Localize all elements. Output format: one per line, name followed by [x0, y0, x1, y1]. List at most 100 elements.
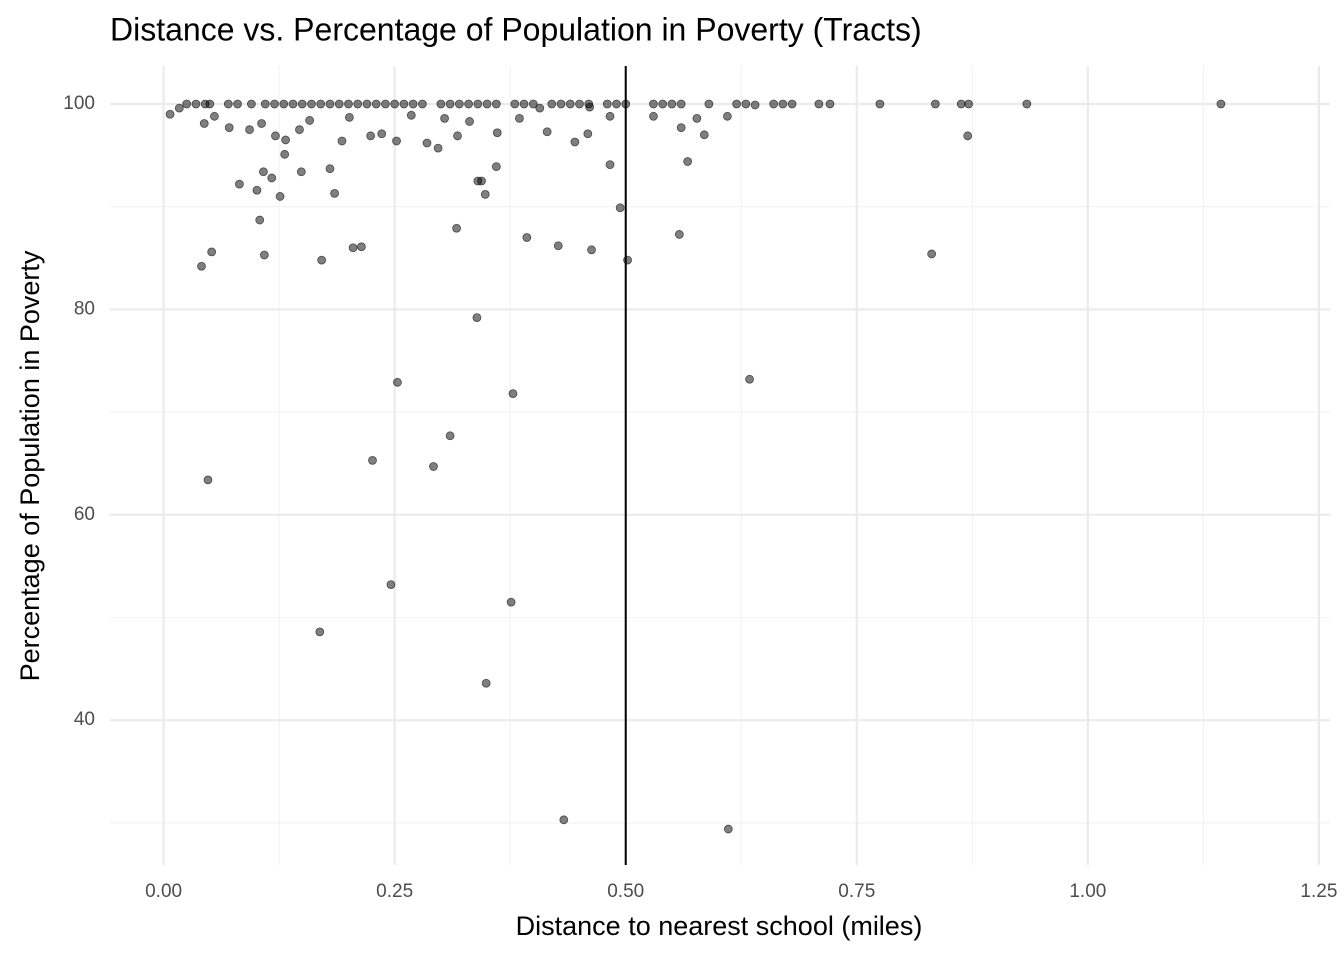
point — [510, 99, 520, 109]
point — [472, 313, 482, 323]
point — [257, 119, 266, 128]
point — [165, 109, 175, 119]
point — [615, 203, 625, 213]
point — [223, 99, 233, 109]
point — [199, 119, 209, 128]
point — [288, 99, 298, 109]
point — [399, 99, 409, 109]
point — [553, 241, 563, 251]
point — [440, 113, 449, 123]
point — [964, 99, 974, 109]
y-tick-label: 60 — [74, 504, 95, 525]
y-tick-label: 100 — [63, 93, 95, 114]
point — [477, 176, 486, 186]
point — [259, 250, 269, 260]
point — [1022, 99, 1032, 109]
x-tick-label: 0.50 — [607, 881, 644, 902]
point — [454, 99, 464, 109]
point — [506, 597, 516, 607]
point — [362, 99, 372, 109]
point — [559, 815, 569, 825]
point — [875, 99, 885, 109]
point — [658, 99, 668, 109]
point — [270, 99, 279, 109]
point — [692, 113, 702, 123]
point — [191, 99, 201, 109]
point — [602, 99, 612, 109]
point — [453, 131, 462, 141]
point — [408, 99, 418, 109]
point — [565, 99, 575, 109]
point — [203, 475, 213, 485]
point — [515, 113, 524, 123]
point — [393, 377, 402, 387]
point — [1216, 99, 1226, 109]
point — [480, 189, 490, 199]
point — [417, 99, 427, 109]
point — [433, 143, 443, 153]
point — [814, 99, 824, 109]
point — [787, 99, 797, 109]
point — [390, 99, 400, 109]
x-tick-label: 0.75 — [838, 881, 875, 902]
point — [371, 99, 381, 109]
point — [368, 455, 377, 465]
point — [205, 99, 215, 109]
point — [295, 125, 304, 135]
point — [255, 215, 265, 225]
point — [182, 99, 192, 109]
point — [281, 135, 291, 145]
point — [930, 99, 940, 109]
x-tick-label: 1.00 — [1069, 881, 1106, 902]
point — [252, 185, 262, 195]
point — [247, 99, 256, 109]
point — [280, 149, 290, 159]
point — [296, 167, 306, 177]
point — [575, 99, 584, 109]
point — [583, 129, 593, 139]
point — [406, 110, 416, 120]
point — [245, 125, 254, 135]
point — [542, 127, 552, 137]
point — [741, 99, 751, 109]
point — [745, 374, 754, 384]
point — [197, 261, 206, 271]
point — [769, 99, 779, 109]
point — [366, 131, 376, 141]
point — [963, 131, 973, 141]
point — [233, 99, 242, 109]
point — [956, 99, 966, 109]
point — [699, 130, 709, 140]
point — [778, 99, 788, 109]
point — [279, 99, 289, 109]
point — [547, 99, 557, 109]
point — [392, 136, 401, 146]
point — [464, 99, 474, 109]
point — [674, 230, 684, 239]
point — [676, 99, 686, 109]
point — [297, 99, 307, 109]
point — [260, 99, 270, 109]
point — [570, 137, 580, 147]
point — [210, 111, 219, 121]
x-tick-label: 0.25 — [376, 881, 413, 902]
point — [667, 99, 677, 109]
grid — [110, 66, 1330, 865]
point — [325, 99, 335, 109]
point — [649, 99, 658, 109]
point — [683, 157, 693, 166]
point — [473, 99, 483, 109]
point — [330, 188, 339, 198]
point — [307, 99, 316, 109]
point — [275, 192, 285, 201]
x-axis-title: Distance to nearest school (miles) — [516, 911, 923, 941]
point — [422, 138, 432, 148]
point — [348, 243, 358, 253]
point — [732, 99, 742, 109]
point — [723, 824, 733, 834]
point — [528, 99, 538, 109]
point — [605, 160, 615, 169]
y-axis-title: Percentage of Population in Poverty — [15, 250, 45, 681]
point — [750, 100, 760, 110]
point — [491, 162, 501, 172]
